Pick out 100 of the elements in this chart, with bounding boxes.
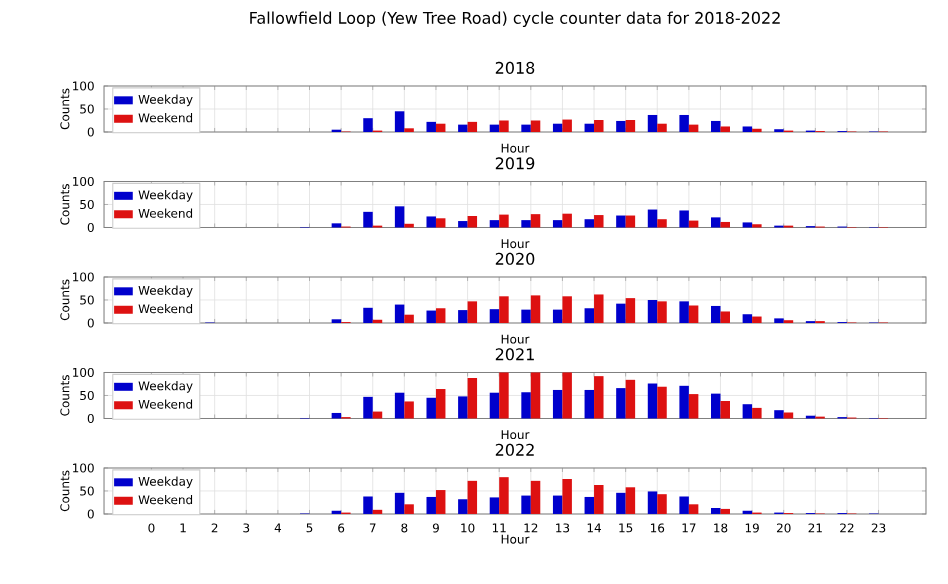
- bar: [394, 392, 405, 419]
- bar: [562, 372, 572, 419]
- bar: [552, 123, 563, 132]
- bar: [647, 299, 658, 323]
- bar: [489, 392, 500, 419]
- bar: [562, 296, 572, 323]
- bar: [657, 301, 667, 323]
- bar: [521, 309, 531, 323]
- bar: [435, 218, 446, 228]
- bar: [679, 496, 689, 514]
- bar: [499, 372, 509, 419]
- bar: [426, 496, 436, 514]
- bar: [657, 219, 667, 228]
- bar: [594, 120, 604, 132]
- bar: [499, 477, 509, 514]
- bar: [783, 412, 794, 419]
- bar: [499, 120, 509, 132]
- bar: [688, 305, 699, 323]
- bar: [552, 389, 563, 419]
- bar: [426, 216, 436, 228]
- bar: [404, 504, 414, 514]
- bar: [720, 400, 730, 419]
- bar: [584, 308, 595, 323]
- bar: [363, 307, 373, 323]
- bar: [521, 124, 531, 132]
- bar: [657, 494, 667, 514]
- bar: [404, 401, 414, 419]
- bar: [552, 495, 563, 514]
- bar: [657, 123, 667, 132]
- bar: [657, 386, 667, 419]
- bar: [467, 121, 478, 132]
- bar: [435, 389, 446, 419]
- bar: [647, 209, 658, 228]
- bar: [616, 120, 626, 132]
- bar: [435, 490, 446, 514]
- bar: [394, 304, 405, 323]
- bar: [530, 480, 541, 514]
- bar: [499, 296, 509, 323]
- bar: [711, 507, 721, 514]
- bar: [711, 393, 721, 419]
- bar: [647, 383, 658, 419]
- bar: [625, 298, 636, 323]
- bar: [530, 372, 541, 419]
- chart-title: 2020: [495, 252, 535, 265]
- bar: [552, 220, 563, 228]
- bar: [552, 309, 563, 323]
- bar: [752, 316, 762, 323]
- bar: [720, 508, 730, 514]
- bar: [647, 114, 658, 132]
- bar: [625, 120, 636, 132]
- bar: [584, 219, 595, 228]
- bar: [625, 487, 636, 514]
- bar: [720, 126, 730, 132]
- bar: [688, 504, 699, 514]
- bar: [594, 484, 604, 514]
- bar: [594, 215, 604, 228]
- bar: [679, 114, 689, 132]
- bar: [363, 396, 373, 419]
- bar: [584, 389, 595, 419]
- bar: [458, 396, 468, 419]
- bar: [720, 311, 730, 323]
- bar: [679, 210, 689, 228]
- chart-title: 2019: [495, 157, 535, 170]
- bar: [742, 314, 753, 323]
- bar: [467, 480, 478, 514]
- bar: [458, 499, 468, 514]
- bar: [404, 314, 414, 323]
- bar: [616, 303, 626, 323]
- text: Fallowfield Loop (Yew Tree Road) cycle counter data for 2018-2022: [250, 11, 780, 28]
- bar: [530, 214, 541, 228]
- bar: [584, 123, 595, 132]
- bar: [530, 120, 541, 132]
- bar: [394, 492, 405, 514]
- bar: [489, 309, 500, 323]
- bar: [521, 220, 531, 228]
- bar: [467, 301, 478, 323]
- bar: [679, 301, 689, 323]
- bar: [562, 479, 572, 514]
- bar: [435, 308, 446, 323]
- bar: [742, 126, 753, 132]
- bar: [562, 213, 572, 228]
- bar: [467, 215, 478, 228]
- bar: [363, 118, 373, 132]
- bar: [688, 394, 699, 419]
- bar: [562, 119, 572, 132]
- bar: [458, 221, 468, 228]
- chart-title: 2022: [495, 443, 534, 456]
- bar: [394, 111, 405, 132]
- bar: [363, 496, 373, 514]
- bar: [616, 215, 626, 228]
- chart-title: 2018: [495, 61, 535, 74]
- bar: [688, 124, 699, 132]
- bar: [625, 379, 636, 419]
- bar: [521, 392, 531, 419]
- bar: [489, 124, 500, 132]
- bar: [752, 407, 762, 419]
- bar: [584, 496, 595, 514]
- bar: [530, 295, 541, 323]
- bar: [426, 310, 436, 323]
- bar: [394, 206, 405, 228]
